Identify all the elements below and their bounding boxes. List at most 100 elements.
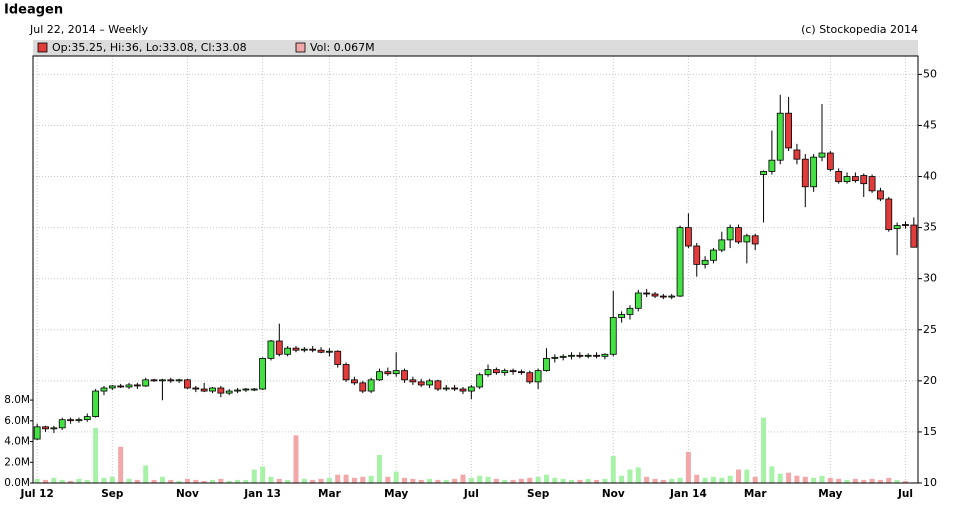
volume-bar bbox=[218, 478, 224, 483]
candle-body bbox=[492, 369, 500, 374]
volume-bar bbox=[585, 478, 591, 483]
volume-bar bbox=[560, 478, 566, 483]
volume-bar bbox=[193, 479, 199, 483]
candle-body bbox=[826, 152, 834, 170]
volume-bar bbox=[802, 476, 808, 483]
candle-body bbox=[117, 385, 125, 388]
candle-body bbox=[726, 227, 734, 241]
candle-body bbox=[250, 388, 258, 391]
volume-bar bbox=[301, 478, 307, 483]
candle-body bbox=[701, 259, 709, 265]
volume-bar bbox=[268, 476, 274, 483]
legend-swatch bbox=[37, 42, 48, 53]
volume-bar bbox=[159, 476, 165, 483]
y-tick-label: 35 bbox=[923, 221, 937, 234]
candle-body bbox=[693, 245, 701, 265]
candle-body bbox=[434, 380, 442, 390]
volume-bar bbox=[660, 479, 666, 483]
candle-body bbox=[459, 388, 467, 392]
candle-body bbox=[534, 370, 542, 383]
candle-body bbox=[659, 295, 667, 298]
candle-body bbox=[242, 388, 250, 391]
volume-bar bbox=[335, 474, 341, 483]
candle-body bbox=[601, 353, 609, 357]
legend-swatch bbox=[295, 42, 306, 53]
candle-body bbox=[133, 384, 141, 387]
volume-bar bbox=[627, 469, 633, 483]
volume-bar bbox=[786, 472, 792, 483]
candle-body bbox=[376, 371, 383, 381]
candle-body bbox=[868, 176, 876, 192]
volume-bar bbox=[410, 478, 416, 483]
volume-bar bbox=[260, 466, 266, 483]
subtitle: Jul 22, 2014 – Weekly bbox=[29, 23, 148, 36]
volume-bar bbox=[168, 479, 174, 483]
candle-body bbox=[267, 340, 275, 359]
candle-body bbox=[810, 156, 818, 188]
y-tick-label: 50 bbox=[923, 67, 937, 80]
x-tick-label: Sep bbox=[527, 488, 550, 500]
y2-tick-label: 2.0M bbox=[4, 456, 30, 468]
plot-area bbox=[33, 56, 918, 483]
y2-tick-label: 0.0M bbox=[4, 477, 30, 489]
volume-bar bbox=[502, 479, 508, 483]
candle-body bbox=[83, 416, 91, 421]
candle-body bbox=[584, 354, 592, 357]
x-tick-label: Jan 13 bbox=[243, 488, 281, 500]
volume-bar bbox=[719, 477, 725, 483]
candle-body bbox=[217, 387, 225, 394]
volume-bar bbox=[343, 474, 349, 483]
candle-body bbox=[159, 379, 166, 382]
volume-bar bbox=[293, 435, 299, 483]
candle-body bbox=[643, 292, 651, 295]
volume-bar bbox=[360, 476, 366, 483]
volume-bar bbox=[235, 479, 241, 483]
candle-body bbox=[275, 340, 283, 355]
candle-body bbox=[209, 387, 216, 392]
candle-body bbox=[710, 249, 717, 261]
volume-bar bbox=[836, 478, 842, 483]
candle-body bbox=[92, 390, 100, 418]
candle-body bbox=[501, 370, 509, 374]
candle-body bbox=[142, 379, 150, 387]
candle-body bbox=[259, 357, 266, 390]
x-tick-label: Nov bbox=[176, 488, 199, 500]
volume-bar bbox=[43, 479, 49, 483]
legend-bar bbox=[33, 40, 918, 56]
candle-body bbox=[451, 387, 459, 390]
candle-body bbox=[685, 227, 692, 247]
candle-body bbox=[401, 370, 408, 381]
candle-body bbox=[676, 227, 684, 297]
candle-body bbox=[793, 149, 801, 160]
candle-body bbox=[484, 369, 492, 376]
volume-bar bbox=[368, 475, 374, 483]
volume-bar bbox=[902, 480, 908, 483]
candle-body bbox=[392, 370, 400, 375]
volume-bar bbox=[735, 469, 741, 483]
volume-bar bbox=[861, 479, 867, 483]
y-tick-label: 30 bbox=[923, 272, 937, 285]
volume-bar bbox=[201, 480, 207, 483]
candle-body bbox=[342, 364, 350, 381]
volume-bar bbox=[151, 479, 157, 483]
candle-body bbox=[543, 357, 550, 372]
volume-bar bbox=[126, 478, 132, 483]
volume-bar bbox=[702, 477, 708, 483]
volume-bar bbox=[243, 479, 249, 483]
volume-bar bbox=[184, 478, 190, 483]
candle-body bbox=[760, 171, 767, 175]
x-tick-label: Nov bbox=[602, 488, 625, 500]
volume-bar bbox=[477, 475, 483, 483]
volume-bar bbox=[485, 476, 491, 483]
volume-bar bbox=[510, 479, 516, 483]
volume-bar bbox=[518, 478, 524, 483]
volume-bar bbox=[569, 479, 575, 483]
candle-body bbox=[559, 355, 567, 358]
volume-bar bbox=[552, 477, 558, 483]
candle-body bbox=[526, 372, 534, 383]
volume-bar bbox=[886, 477, 892, 483]
y2-tick-label: 4.0M bbox=[4, 436, 30, 448]
candle-body bbox=[384, 371, 392, 375]
legend-volume: Vol: 0.067M bbox=[310, 41, 375, 54]
candle-body bbox=[192, 387, 200, 390]
